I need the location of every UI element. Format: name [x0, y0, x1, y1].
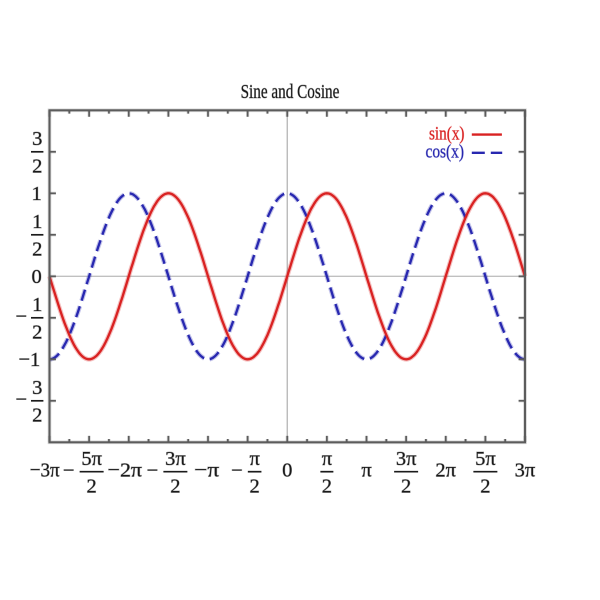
- svg-text:2: 2: [322, 476, 332, 498]
- svg-text:1: 1: [32, 211, 42, 233]
- svg-text:2π: 2π: [435, 460, 456, 482]
- svg-text:2: 2: [480, 476, 490, 498]
- svg-text:3: 3: [32, 377, 42, 399]
- svg-text:−2π: −2π: [108, 460, 143, 482]
- svg-text:2: 2: [32, 155, 42, 177]
- svg-text:2: 2: [401, 476, 411, 498]
- svg-text:2: 2: [32, 321, 42, 343]
- svg-text:π: π: [361, 460, 372, 482]
- svg-text:−: −: [15, 306, 27, 328]
- svg-text:−: −: [147, 460, 159, 482]
- svg-text:cos(x): cos(x): [426, 142, 465, 163]
- svg-text:0: 0: [282, 460, 292, 482]
- svg-text:2: 2: [250, 476, 260, 498]
- svg-text:sin(x): sin(x): [429, 123, 465, 144]
- svg-text:5π: 5π: [475, 448, 496, 470]
- svg-text:2: 2: [32, 404, 42, 426]
- svg-text:π: π: [322, 448, 333, 470]
- svg-text:−: −: [15, 389, 27, 411]
- svg-text:3: 3: [32, 128, 42, 150]
- svg-text:3π: 3π: [396, 448, 417, 470]
- svg-text:−π: −π: [194, 460, 220, 482]
- svg-text:3π: 3π: [165, 448, 186, 470]
- svg-text:0: 0: [31, 266, 41, 288]
- svg-text:1: 1: [32, 294, 42, 316]
- svg-text:2: 2: [170, 476, 180, 498]
- svg-text:π: π: [249, 448, 260, 470]
- svg-text:−: −: [63, 460, 75, 482]
- svg-text:−1: −1: [18, 349, 40, 371]
- svg-text:−: −: [231, 460, 243, 482]
- svg-text:3π: 3π: [515, 460, 536, 482]
- svg-text:2: 2: [32, 238, 42, 260]
- svg-text:Sine and Cosine: Sine and Cosine: [241, 81, 340, 103]
- svg-text:1: 1: [31, 183, 41, 205]
- svg-text:−3π: −3π: [30, 460, 61, 482]
- svg-text:2: 2: [87, 476, 97, 498]
- svg-text:5π: 5π: [81, 448, 102, 470]
